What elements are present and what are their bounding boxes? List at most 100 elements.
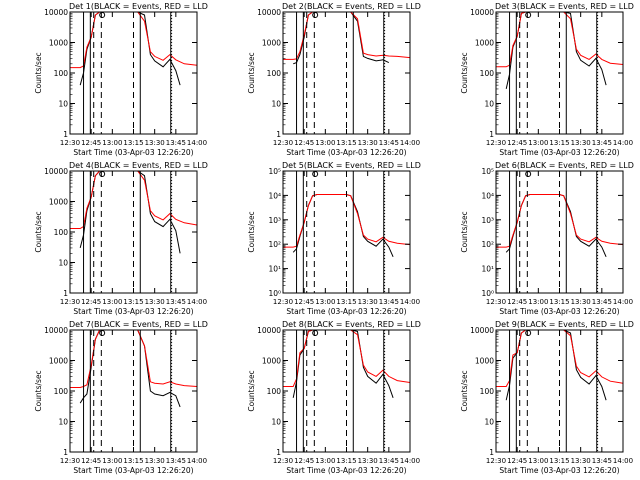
x-tick-label-det-7-4: 13:30 [145, 457, 165, 465]
x-tick-label-det-1-3: 13:15 [123, 139, 143, 147]
y-tick-label-det-1-1: 10 [58, 100, 68, 109]
y-axis-label-det-6: Counts/sec [460, 211, 469, 252]
y-tick-label-det-3-2: 100 [480, 69, 495, 78]
y-tick-label-det-3-4: 10000 [470, 8, 494, 17]
peak-marker-det-4 [99, 171, 106, 177]
y-tick-label-det-3-3: 1000 [475, 39, 494, 48]
y-tick-label-det-9-0: 1 [489, 448, 494, 457]
x-axis-label-det-6: Start Time (03-Apr-03 12:26:20) [499, 307, 619, 316]
x-tick-label-det-4-3: 13:15 [123, 298, 143, 306]
plot-title-det-1: Det 1(BLACK = Events, RED = LLD [69, 2, 208, 11]
x-tick-label-det-5-4: 13:30 [358, 298, 378, 306]
x-tick-label-det-6-5: 13:45 [592, 298, 612, 306]
y-tick-label-det-9-2: 100 [480, 387, 495, 396]
series-lld-det-9 [496, 330, 623, 387]
y-tick-label-det-3-0: 1 [489, 130, 494, 139]
series-lld-det-4 [70, 171, 197, 229]
x-tick-label-det-4-6: 14:00 [187, 298, 207, 306]
plot-title-det-9: Det 9(BLACK = Events, RED = LLD [495, 320, 634, 329]
series-events-det-4 [79, 171, 181, 254]
x-tick-label-det-9-3: 13:15 [549, 457, 569, 465]
x-tick-label-det-6-4: 13:30 [571, 298, 591, 306]
y-tick-label-det-4-0: 1 [63, 289, 68, 298]
y-tick-label-det-6-4: 10⁴ [481, 191, 494, 200]
y-tick-label-det-6-5: 10⁵ [481, 167, 494, 176]
x-tick-label-det-6-3: 13:15 [549, 298, 569, 306]
x-tick-label-det-4-2: 13:00 [102, 298, 122, 306]
x-tick-label-det-7-1: 12:45 [81, 457, 101, 465]
x-tick-label-det-8-4: 13:30 [358, 457, 378, 465]
x-tick-label-det-9-5: 13:45 [592, 457, 612, 465]
y-tick-label-det-5-4: 10⁴ [268, 191, 281, 200]
panel-det-2: 1 10 100 1000 10000 12:30 12:45 13:00 13:15 13:30… [247, 2, 421, 157]
y-tick-label-det-7-0: 1 [63, 448, 68, 457]
series-lld-det-5 [283, 194, 410, 248]
x-tick-label-det-5-6: 14:00 [400, 298, 420, 306]
x-tick-label-det-1-1: 12:45 [81, 139, 101, 147]
panel-det-9: 1 10 100 1000 10000 12:30 12:45 13:00 13:15 13:30… [460, 320, 634, 475]
y-tick-label-det-9-1: 10 [484, 418, 494, 427]
y-tick-label-det-1-4: 10000 [44, 8, 68, 17]
series-lld-det-6 [496, 194, 623, 248]
y-tick-label-det-5-2: 10² [268, 240, 281, 249]
x-tick-label-det-1-0: 12:30 [60, 139, 80, 147]
y-tick-label-det-4-3: 1000 [49, 198, 68, 207]
x-axis-label-det-1: Start Time (03-Apr-03 12:26:20) [73, 148, 193, 157]
x-tick-label-det-7-6: 14:00 [187, 457, 207, 465]
peak-marker-det-1 [99, 12, 106, 18]
panel-det-3: 1 10 100 1000 10000 12:30 12:45 13:00 13:15 13:30… [460, 2, 634, 157]
y-tick-label-det-9-3: 1000 [475, 357, 494, 366]
peak-marker-det-8 [312, 330, 319, 336]
series-events-det-8 [292, 330, 394, 398]
series-lld-det-8 [283, 330, 410, 387]
y-axis-label-det-1: Counts/sec [34, 52, 43, 93]
peak-marker-det-9 [525, 330, 532, 336]
x-tick-label-det-3-1: 12:45 [507, 139, 527, 147]
y-tick-label-det-6-0: 10⁰ [481, 289, 494, 298]
y-axis-label-det-4: Counts/sec [34, 211, 43, 252]
y-axis-label-det-3: Counts/sec [460, 52, 469, 93]
x-tick-label-det-5-3: 13:15 [336, 298, 356, 306]
x-tick-label-det-5-0: 12:30 [273, 298, 293, 306]
peak-marker-det-3 [525, 12, 532, 18]
x-axis-label-det-3: Start Time (03-Apr-03 12:26:20) [499, 148, 619, 157]
y-tick-label-det-8-3: 1000 [262, 357, 281, 366]
x-tick-label-det-7-5: 13:45 [166, 457, 186, 465]
y-tick-label-det-5-3: 10³ [268, 216, 281, 225]
x-axis-label-det-9: Start Time (03-Apr-03 12:26:20) [499, 466, 619, 475]
x-tick-label-det-4-4: 13:30 [145, 298, 165, 306]
x-tick-label-det-8-2: 13:00 [315, 457, 335, 465]
x-tick-label-det-8-1: 12:45 [294, 457, 314, 465]
y-tick-label-det-7-1: 10 [58, 418, 68, 427]
series-lld-det-2 [283, 12, 410, 60]
y-tick-label-det-4-2: 100 [54, 228, 69, 237]
y-tick-label-det-2-3: 1000 [262, 39, 281, 48]
y-axis-label-det-9: Counts/sec [460, 370, 469, 411]
series-lld-det-3 [496, 12, 623, 68]
y-tick-label-det-6-3: 10³ [481, 216, 494, 225]
x-tick-label-det-3-0: 12:30 [486, 139, 506, 147]
x-tick-label-det-8-3: 13:15 [336, 457, 356, 465]
x-tick-label-det-3-4: 13:30 [571, 139, 591, 147]
x-axis-label-det-2: Start Time (03-Apr-03 12:26:20) [286, 148, 406, 157]
y-tick-label-det-1-0: 1 [63, 130, 68, 139]
plot-title-det-2: Det 2(BLACK = Events, RED = LLD [282, 2, 421, 11]
y-tick-label-det-5-1: 10¹ [268, 265, 281, 274]
peak-marker-det-6 [525, 171, 532, 177]
y-tick-label-det-1-3: 1000 [49, 39, 68, 48]
x-tick-label-det-2-5: 13:45 [379, 139, 399, 147]
y-tick-label-det-4-1: 10 [58, 259, 68, 268]
y-tick-label-det-6-1: 10¹ [481, 265, 494, 274]
x-tick-label-det-6-6: 14:00 [613, 298, 633, 306]
panel-det-8: 1 10 100 1000 10000 12:30 12:45 13:00 13:15 13:30… [247, 320, 421, 475]
y-tick-label-det-3-1: 10 [484, 100, 494, 109]
x-tick-label-det-2-3: 13:15 [336, 139, 356, 147]
x-tick-label-det-9-6: 14:00 [613, 457, 633, 465]
x-tick-label-det-1-5: 13:45 [166, 139, 186, 147]
x-tick-label-det-3-5: 13:45 [592, 139, 612, 147]
y-tick-label-det-1-2: 100 [54, 69, 69, 78]
series-lld-det-1 [70, 12, 197, 69]
y-tick-label-det-8-0: 1 [276, 448, 281, 457]
x-tick-label-det-2-1: 12:45 [294, 139, 314, 147]
